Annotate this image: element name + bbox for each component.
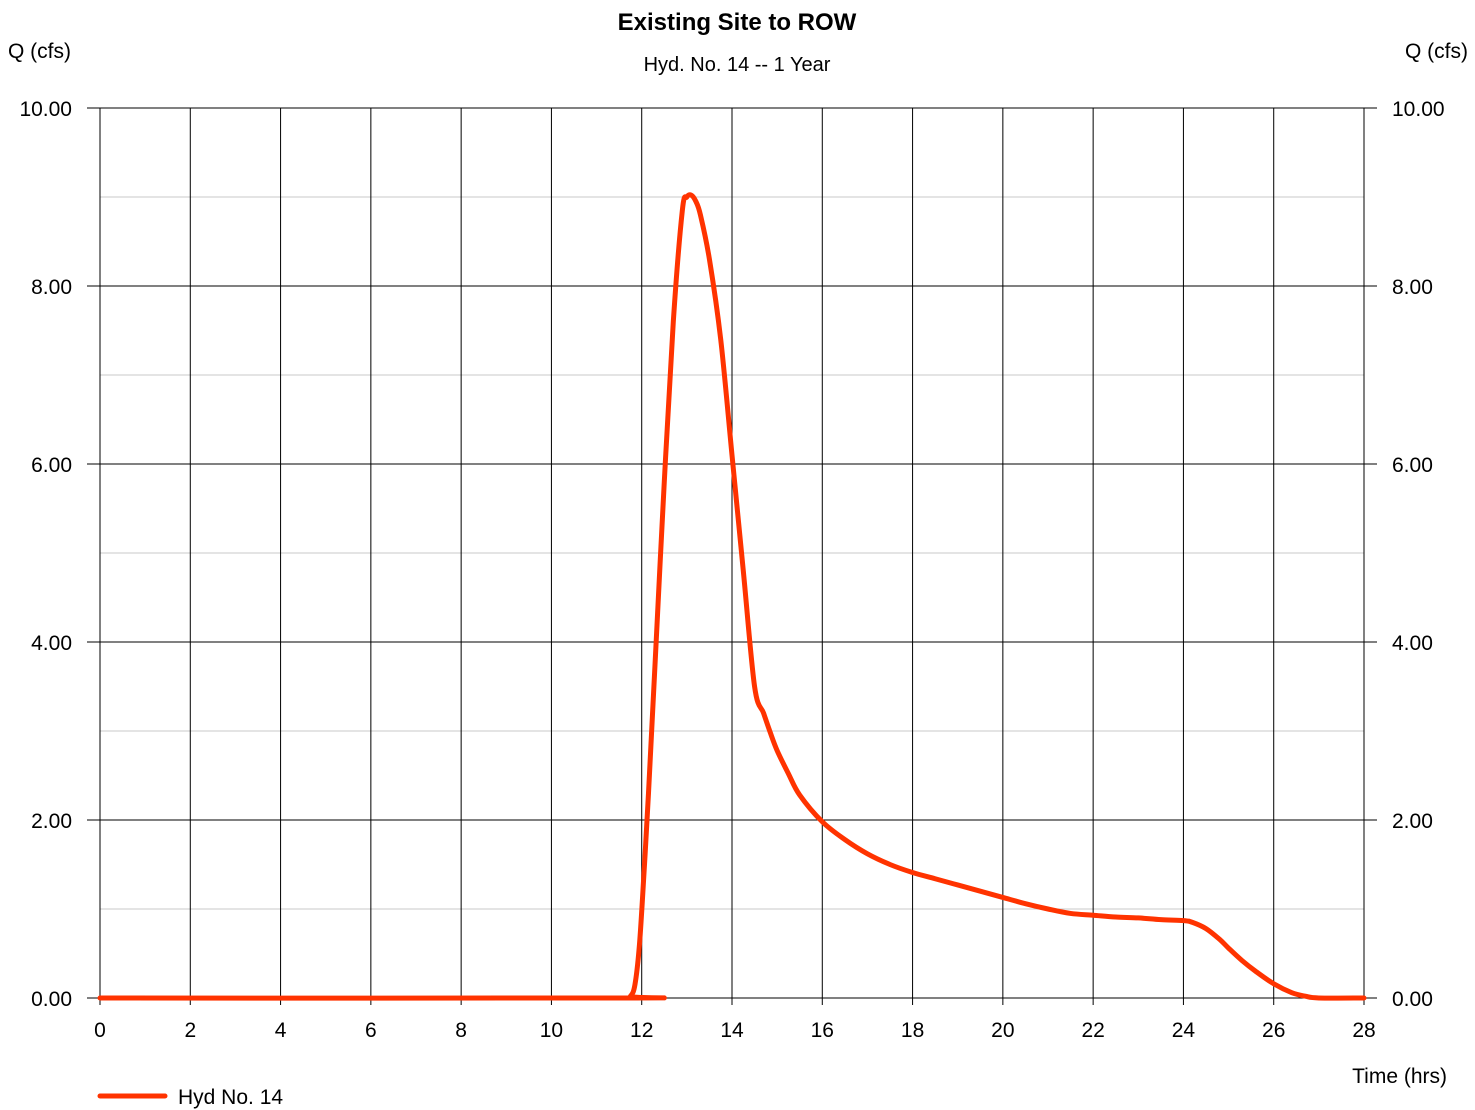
x-tick-label: 16 — [811, 1019, 834, 1042]
y-tick-label-left: 8.00 — [31, 276, 72, 299]
y-axis-label-left: Q (cfs) — [8, 40, 71, 63]
legend: Hyd No. 14 — [97, 1086, 283, 1109]
x-tick-label: 6 — [365, 1019, 377, 1042]
x-tick-label: 0 — [94, 1019, 106, 1042]
y-tick-label-right: 8.00 — [1392, 276, 1433, 299]
y-tick-label-right: 2.00 — [1392, 810, 1433, 833]
y-tick-label-left: 10.00 — [19, 98, 72, 121]
y-tick-label-right: 0.00 — [1392, 988, 1433, 1011]
legend-label: Hyd No. 14 — [178, 1086, 283, 1109]
x-tick-label: 24 — [1172, 1019, 1196, 1042]
x-tick-label: 8 — [455, 1019, 467, 1042]
y-tick-label-left: 4.00 — [31, 632, 72, 655]
major-gridlines — [100, 108, 1364, 998]
x-tick-label: 12 — [630, 1019, 653, 1042]
x-tick-label: 2 — [184, 1019, 196, 1042]
x-tick-label: 20 — [991, 1019, 1014, 1042]
x-tick-label: 4 — [275, 1019, 287, 1042]
y-tick-label-right: 4.00 — [1392, 632, 1433, 655]
y-tick-label-right: 6.00 — [1392, 454, 1433, 477]
x-tick-label: 26 — [1262, 1019, 1285, 1042]
chart-subtitle: Hyd. No. 14 -- 1 Year — [644, 54, 831, 76]
chart-title: Existing Site to ROW — [618, 9, 857, 36]
y-tick-label-left: 0.00 — [31, 988, 72, 1011]
y-tick-label-right: 10.00 — [1392, 98, 1445, 121]
y-axis-label-right: Q (cfs) — [1405, 40, 1468, 63]
x-tick-label: 28 — [1352, 1019, 1375, 1042]
series-layer — [97, 192, 1367, 1001]
series-line-hyd-14 — [97, 192, 1367, 1001]
x-tick-label: 22 — [1081, 1019, 1104, 1042]
y-tick-label-left: 2.00 — [31, 810, 72, 833]
x-tick-label: 18 — [901, 1019, 924, 1042]
x-tick-label: 14 — [720, 1019, 744, 1042]
y-tick-label-left: 6.00 — [31, 454, 72, 477]
x-axis-label: Time (hrs) — [1352, 1065, 1447, 1088]
x-tick-label: 10 — [540, 1019, 563, 1042]
axis-ticks: 0 2 4 6 8 10 12 14 16 18 20 22 24 26 280.00 0.002.00 2.0… — [19, 98, 1444, 1042]
